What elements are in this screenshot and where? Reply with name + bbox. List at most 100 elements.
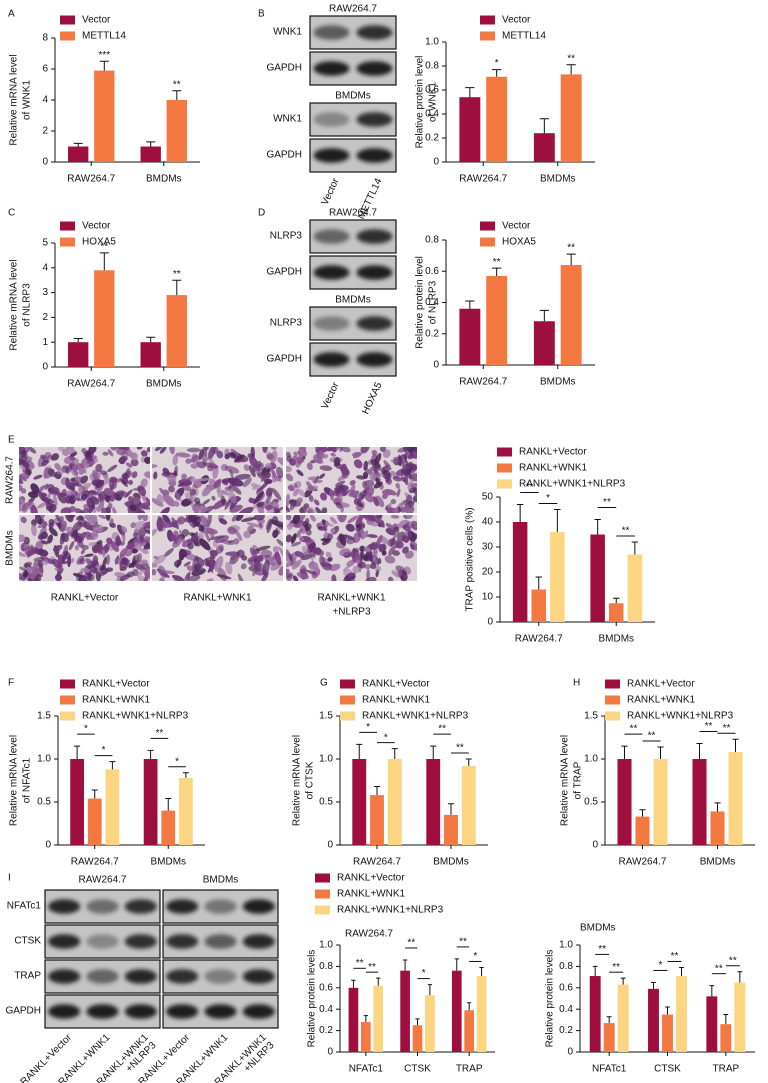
x-tick-label: BMDMs bbox=[146, 379, 182, 390]
cell bbox=[40, 492, 47, 499]
error-bar bbox=[351, 979, 356, 988]
blot-strip bbox=[309, 342, 397, 377]
y-tick-label: 0.6 bbox=[425, 266, 439, 277]
significance-label: ** bbox=[612, 962, 620, 973]
cell bbox=[318, 473, 326, 479]
significance-label: ** bbox=[671, 951, 679, 962]
cell bbox=[243, 464, 250, 472]
blot-band bbox=[166, 969, 199, 984]
cell bbox=[80, 567, 91, 574]
cell bbox=[60, 523, 67, 532]
significance-label: ** bbox=[729, 955, 737, 966]
blot-band bbox=[124, 934, 157, 949]
blot-band bbox=[204, 934, 237, 949]
cell bbox=[91, 560, 99, 567]
blot-row-label: WNK1 bbox=[273, 27, 302, 38]
cell bbox=[313, 499, 320, 506]
blot-group-label: BMDMs bbox=[335, 91, 371, 102]
y-tick-label: 0.6 bbox=[559, 982, 573, 993]
bar bbox=[531, 589, 547, 622]
cell bbox=[33, 474, 43, 480]
error-bar bbox=[696, 743, 703, 759]
y-tick-label: 4 bbox=[42, 262, 48, 273]
cell bbox=[211, 478, 222, 491]
y-axis-label: of CTSK bbox=[305, 761, 316, 799]
error-bar bbox=[539, 118, 549, 134]
legend-swatch bbox=[340, 711, 355, 721]
significance-label: ** bbox=[598, 944, 606, 955]
cell bbox=[35, 540, 44, 549]
cell bbox=[106, 537, 113, 545]
cell bbox=[27, 498, 33, 507]
panel-letter: G bbox=[320, 678, 328, 689]
blot-row-label: GAPDH bbox=[266, 63, 302, 74]
cell bbox=[286, 523, 293, 530]
cell bbox=[372, 516, 382, 524]
cell bbox=[296, 469, 304, 477]
cell bbox=[21, 460, 30, 469]
cell bbox=[136, 447, 143, 450]
significance-label: ** bbox=[603, 497, 611, 508]
cell bbox=[303, 503, 310, 509]
cell bbox=[372, 544, 382, 550]
cell bbox=[74, 545, 79, 551]
error-bar bbox=[592, 965, 598, 977]
cell bbox=[265, 504, 273, 511]
x-tick-label: BMDMs bbox=[150, 857, 186, 868]
legend-label: RANKL+Vector bbox=[362, 679, 430, 690]
cell bbox=[345, 523, 355, 532]
legend-label: Vector bbox=[502, 221, 531, 232]
error-bar bbox=[146, 141, 156, 147]
cell bbox=[395, 482, 401, 489]
y-axis-label: of NLRP3 bbox=[428, 280, 439, 324]
cell bbox=[101, 549, 106, 558]
cell bbox=[51, 558, 61, 568]
y-tick-label: 0.6 bbox=[425, 85, 439, 96]
legend-swatch bbox=[60, 711, 75, 721]
cell bbox=[364, 564, 371, 570]
y-tick-label: 0.8 bbox=[559, 961, 573, 972]
y-tick-label: 0 bbox=[327, 1047, 333, 1058]
cell bbox=[24, 545, 30, 555]
cell bbox=[208, 535, 225, 541]
legend-swatch bbox=[60, 695, 75, 705]
error-bar bbox=[594, 519, 601, 535]
bar bbox=[589, 976, 601, 1052]
cell bbox=[286, 473, 294, 482]
blot-strip bbox=[162, 889, 279, 924]
cell bbox=[80, 493, 88, 500]
cell bbox=[215, 544, 224, 554]
cell bbox=[308, 562, 320, 572]
cell bbox=[144, 456, 150, 465]
panel-letter: F bbox=[8, 678, 14, 689]
y-tick-label: 0.4 bbox=[319, 1004, 333, 1015]
cell bbox=[320, 492, 328, 501]
legend-label: RANKL+WNK1+NLRP3 bbox=[337, 905, 444, 916]
cell bbox=[126, 549, 133, 555]
cell bbox=[162, 489, 170, 496]
cell bbox=[107, 503, 113, 511]
cell bbox=[33, 561, 39, 570]
cell bbox=[146, 447, 150, 453]
cell bbox=[144, 471, 150, 479]
y-tick-label: 0 bbox=[42, 362, 48, 373]
significance-label: *** bbox=[98, 50, 110, 61]
cell bbox=[119, 547, 128, 557]
legend-label: RANKL+WNK1 bbox=[627, 695, 696, 706]
x-tick-label: RAW264.7 bbox=[515, 634, 563, 645]
y-tick-label: 0 bbox=[433, 360, 439, 371]
error-bar bbox=[415, 1018, 420, 1026]
cell bbox=[253, 560, 262, 572]
bar bbox=[70, 759, 84, 845]
cell bbox=[206, 578, 214, 581]
bar bbox=[603, 1023, 615, 1052]
cell bbox=[264, 463, 272, 469]
blot-row-label: TRAP bbox=[14, 971, 41, 982]
cell bbox=[19, 566, 28, 572]
cell bbox=[296, 528, 303, 538]
blot-group-label: BMDMs bbox=[203, 875, 239, 886]
cell bbox=[121, 477, 129, 485]
blot-band bbox=[242, 1004, 275, 1019]
blot-group-label: RAW264.7 bbox=[79, 875, 127, 886]
error-bar bbox=[447, 803, 455, 815]
